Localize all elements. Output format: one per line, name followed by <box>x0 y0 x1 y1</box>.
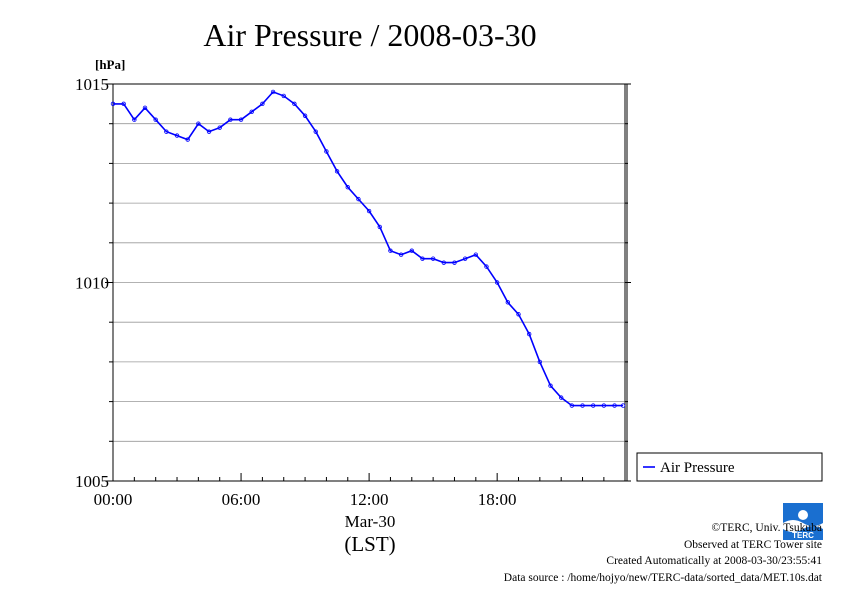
series-point <box>558 395 564 400</box>
x-tick-label: 12:00 <box>350 490 389 509</box>
series-point <box>516 312 521 317</box>
x-tick-label: 06:00 <box>222 490 261 509</box>
y-axis-unit-label: [hPa] <box>95 57 125 72</box>
credit-copyright: ©TERC, Univ. Tsukuba <box>711 522 822 534</box>
series-point <box>420 256 425 261</box>
series-points-air-pressure <box>110 89 626 408</box>
series-point <box>441 260 447 265</box>
series-point <box>591 403 596 408</box>
y-axis-ticks: 1005 1010 1015 <box>75 75 631 491</box>
series-point <box>270 89 276 95</box>
series-point <box>153 117 158 122</box>
series-point <box>260 101 265 107</box>
series-point <box>174 133 180 138</box>
credit-source: Data source : /home/hojyo/new/TERC-data/… <box>503 571 822 584</box>
series-line-air-pressure <box>113 90 624 407</box>
credit-observed: Observed at TERC Tower site <box>683 538 822 551</box>
series-point <box>612 403 617 408</box>
series-point <box>132 117 137 122</box>
y-tick-label: 1005 <box>75 472 109 491</box>
series-point <box>302 113 308 118</box>
series-point <box>164 129 169 134</box>
series-point <box>526 331 532 337</box>
series-point <box>601 403 607 408</box>
legend-box <box>636 452 823 482</box>
series-point <box>228 117 233 122</box>
series-point <box>494 280 500 285</box>
series-point <box>430 256 436 261</box>
series-point <box>238 117 244 122</box>
y-tick-label: 1010 <box>75 274 109 293</box>
series-point <box>473 252 479 257</box>
series-point <box>537 359 543 365</box>
chart-title: Air Pressure / 2008-03-30 <box>203 17 536 53</box>
series-point <box>620 403 626 408</box>
terc-logo: TERC <box>783 503 823 540</box>
series-point <box>388 248 393 253</box>
credit-created: Created Automatically at 2008-03-30/23:5… <box>606 555 822 567</box>
series-point <box>484 264 489 269</box>
series-point <box>206 129 212 134</box>
series-point <box>409 248 414 253</box>
terc-logo-text: TERC <box>792 531 814 540</box>
series-point <box>505 300 511 305</box>
series-point <box>196 121 201 126</box>
series-point <box>356 196 361 202</box>
x-axis-date-label: Mar-30 <box>345 512 396 531</box>
series-point <box>185 137 190 142</box>
credits-block: ©TERC, Univ. Tsukuba Observed at TERC To… <box>504 520 822 586</box>
series-point <box>345 185 350 190</box>
x-tick-label: 18:00 <box>478 490 517 509</box>
series-point <box>110 101 116 107</box>
series-point <box>142 105 148 111</box>
series-point <box>217 125 222 130</box>
series-point <box>452 260 457 265</box>
series-point <box>366 208 372 214</box>
legend: Air Pressure <box>636 452 823 482</box>
y-tick-label: 1015 <box>75 75 109 94</box>
series-point <box>462 256 468 261</box>
legend-label-air-pressure: Air Pressure <box>660 460 735 476</box>
series-point <box>313 129 318 134</box>
x-axis-ticks: 00:00 06:00 12:00 18:00 <box>94 473 626 509</box>
x-tick-label: 00:00 <box>94 490 133 509</box>
series-point <box>398 252 404 257</box>
x-axis-label: (LST) <box>344 532 395 556</box>
series-point <box>548 383 553 388</box>
series-point <box>292 101 297 107</box>
series-point <box>324 149 329 154</box>
series-point <box>249 109 254 114</box>
series-point <box>377 224 382 230</box>
series-point <box>580 403 585 408</box>
series-point <box>334 169 340 174</box>
grid-lines <box>113 123 625 442</box>
series-point <box>281 93 286 99</box>
series-point <box>569 403 575 408</box>
series-point <box>121 101 126 107</box>
